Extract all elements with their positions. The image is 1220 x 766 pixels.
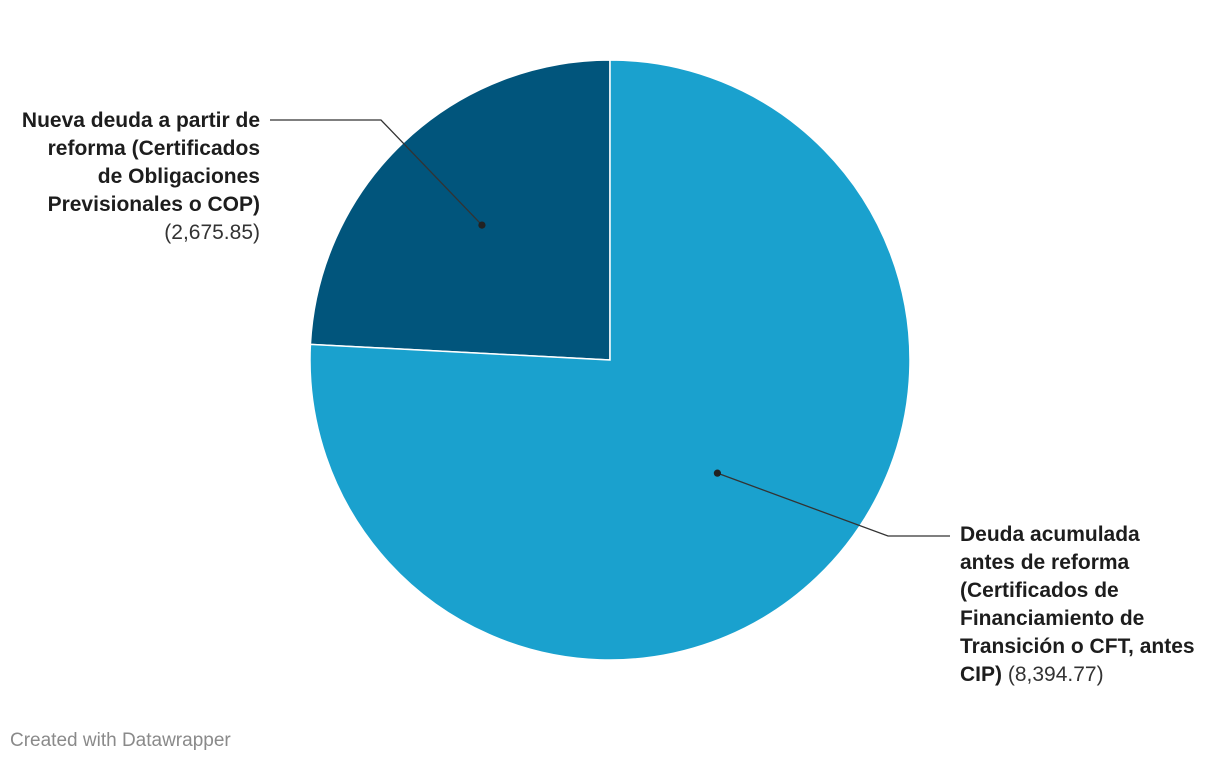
leader-line-1: [717, 472, 950, 537]
pie-slice-0: [309, 59, 611, 361]
slice-label-value: (2,675.85): [164, 221, 260, 244]
leader-dot-1: [713, 469, 721, 477]
label-leader-lines: [270, 119, 950, 537]
slice-label-name: Nueva deuda a partir de reforma (Certifi…: [21, 109, 260, 216]
pie-slices: [309, 59, 911, 661]
slice-label-value: (8,394.77): [1007, 663, 1104, 686]
pie-slice-1: [309, 59, 911, 661]
slice-label-deuda-acumulada: Deuda acumulada antes de reforma (Certif…: [960, 521, 1195, 689]
datawrapper-credit[interactable]: Created with Datawrapper: [10, 730, 231, 751]
slice-label-nueva-deuda: Nueva deuda a partir de reforma (Certifi…: [20, 107, 260, 247]
leader-line-0: [270, 119, 483, 226]
leader-dot-0: [478, 221, 486, 229]
slice-label-name: Deuda acumulada antes de reforma (Certif…: [960, 523, 1195, 686]
